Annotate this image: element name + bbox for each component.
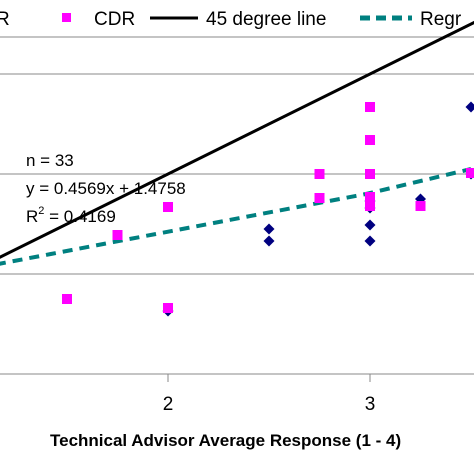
point-cdr-3 (163, 202, 173, 212)
point-cdr-9 (365, 169, 375, 179)
point-r-4 (364, 235, 376, 247)
point-cdr-7 (365, 102, 375, 112)
annotation-r2-value: = 0.4169 (44, 207, 115, 226)
annotation-n: n = 33 (26, 151, 74, 170)
annotation-r-squared: R2 = 0.4169 (26, 205, 116, 226)
point-cdr-13 (466, 168, 474, 178)
point-cdr-12 (415, 201, 426, 211)
point-cdr-11 (365, 201, 375, 211)
legend-label-r: R (0, 9, 10, 30)
point-cdr-5 (314, 169, 325, 179)
legend-label-45-degree: 45 degree line (206, 9, 326, 30)
point-cdr-6 (314, 193, 325, 203)
data-points (62, 101, 474, 317)
annotation-equation: y = 0.4569x + 1.4758 (26, 179, 186, 198)
regression-line (0, 167, 472, 266)
x-axis-title: Technical Advisor Average Response (1 - … (50, 431, 401, 450)
point-cdr-4 (163, 303, 173, 313)
point-cdr-2 (112, 230, 123, 240)
legend-marker-cdr (62, 13, 71, 22)
legend-label-cdr: CDR (94, 9, 135, 30)
point-r-9 (465, 101, 474, 113)
point-r-2 (263, 235, 275, 247)
x-tick-label-2: 2 (163, 394, 174, 415)
legend-label-regression: Regr (420, 9, 462, 30)
45-degree-line (0, 20, 474, 259)
point-cdr-1 (62, 294, 72, 304)
gridlines (0, 73, 474, 275)
point-r-3 (263, 223, 275, 235)
point-r-5 (364, 219, 376, 231)
legend: R CDR 45 degree line Regr (0, 9, 462, 30)
annotation-r2-sup: 2 (38, 205, 44, 217)
annotation-r2-prefix: R (26, 207, 38, 226)
x-tick-label-3: 3 (365, 394, 376, 415)
point-cdr-8 (365, 135, 375, 145)
point-cdr-10 (365, 192, 375, 202)
